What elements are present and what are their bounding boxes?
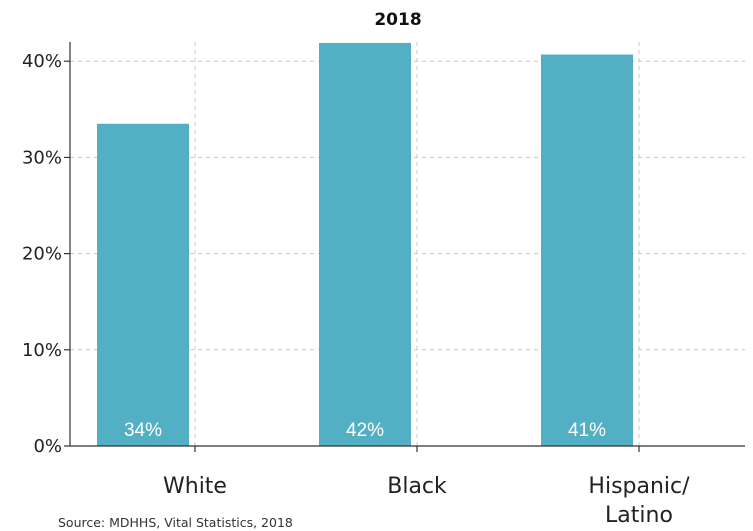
y-axis-ticks: 0% 10% 20% 30% 40%	[22, 51, 62, 457]
x-tick-label: Hispanic/Latino	[588, 474, 690, 528]
bars	[97, 42, 633, 446]
bar-2	[541, 54, 633, 446]
data-labels: 34% 42% 41%	[124, 420, 606, 441]
y-tick-label: 10%	[22, 340, 62, 361]
x-tick-label: White	[163, 474, 227, 499]
data-label: 34%	[124, 420, 162, 441]
y-tick-label: 0%	[33, 436, 62, 457]
x-axis-ticks: White Black Hispanic/Latino	[163, 474, 690, 528]
axes	[64, 42, 745, 452]
data-label: 42%	[346, 420, 384, 441]
source-note: Source: MDHHS, Vital Statistics, 2018	[58, 515, 293, 530]
chart-title: 2018	[374, 10, 421, 30]
bar-0	[97, 123, 189, 446]
y-tick-label: 30%	[22, 147, 62, 168]
y-tick-label: 40%	[22, 51, 62, 72]
data-label: 41%	[568, 420, 606, 441]
y-tick-label: 20%	[22, 244, 62, 265]
bar-1	[319, 42, 411, 446]
x-tick-label: Black	[387, 474, 447, 499]
